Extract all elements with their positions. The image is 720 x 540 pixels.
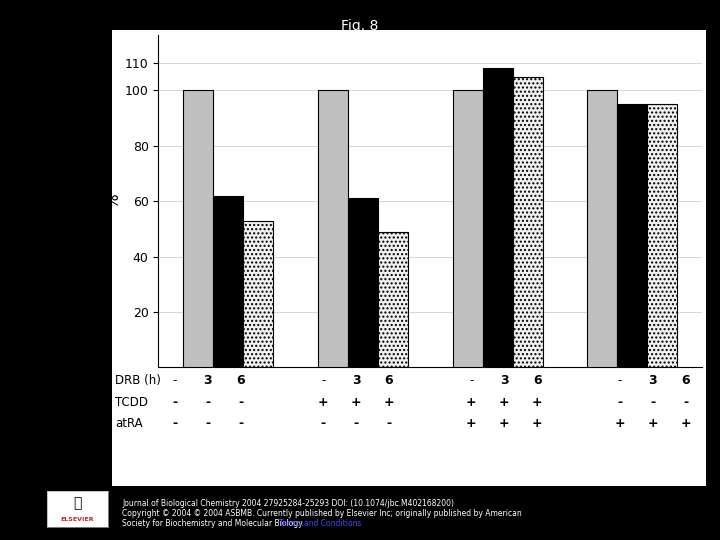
Bar	[348, 198, 378, 367]
Text: +: +	[318, 396, 328, 409]
Text: +: +	[466, 396, 477, 409]
Text: 3: 3	[648, 374, 657, 387]
Text: -: -	[618, 374, 622, 387]
Text: -: -	[205, 396, 210, 409]
Text: 6: 6	[384, 374, 393, 387]
Text: +: +	[614, 417, 625, 430]
Bar	[318, 90, 348, 367]
Text: 6: 6	[236, 374, 245, 387]
Bar	[617, 104, 647, 367]
Text: -: -	[683, 396, 688, 409]
Text: -: -	[205, 417, 210, 430]
Text: Society for Biochemistry and Molecular Biology.: Society for Biochemistry and Molecular B…	[122, 519, 305, 528]
Bar	[213, 195, 243, 367]
Text: ELSEVIER: ELSEVIER	[60, 517, 94, 522]
Text: -: -	[172, 417, 177, 430]
Bar	[482, 68, 513, 367]
Text: 6: 6	[681, 374, 690, 387]
Text: -: -	[650, 396, 655, 409]
Text: Fig. 8: Fig. 8	[341, 19, 379, 33]
Y-axis label: %: %	[106, 194, 121, 208]
Text: -: -	[617, 396, 622, 409]
Text: -: -	[172, 396, 177, 409]
Text: 3: 3	[204, 374, 212, 387]
Text: -: -	[173, 374, 177, 387]
Text: +: +	[680, 417, 690, 430]
Text: +: +	[499, 417, 510, 430]
Text: -: -	[469, 374, 474, 387]
Text: Copyright © 2004 © 2004 ASBMB. Currently published by Elsevier Inc; originally p: Copyright © 2004 © 2004 ASBMB. Currently…	[122, 509, 522, 518]
Text: -: -	[321, 374, 325, 387]
Text: Terms and Conditions: Terms and Conditions	[279, 519, 362, 528]
Text: +: +	[532, 417, 543, 430]
Text: +: +	[351, 396, 361, 409]
Text: +: +	[647, 417, 658, 430]
Text: +: +	[532, 396, 543, 409]
Text: +: +	[384, 396, 395, 409]
Text: TCDD: TCDD	[115, 396, 148, 409]
Bar	[378, 232, 408, 367]
Text: +: +	[499, 396, 510, 409]
Text: -: -	[387, 417, 392, 430]
Bar	[647, 104, 678, 367]
Bar	[183, 90, 213, 367]
Text: -: -	[320, 417, 325, 430]
Text: atRA: atRA	[115, 417, 143, 430]
Text: 3: 3	[352, 374, 361, 387]
Text: -: -	[238, 417, 243, 430]
Text: 6: 6	[533, 374, 541, 387]
Bar	[453, 90, 482, 367]
Text: 3: 3	[500, 374, 508, 387]
Text: Journal of Biological Chemistry 2004 27925284-25293 DOI: (10.1074/jbc.M402168200: Journal of Biological Chemistry 2004 279…	[122, 500, 454, 509]
Text: -: -	[238, 396, 243, 409]
Text: +: +	[466, 417, 477, 430]
Bar	[243, 220, 273, 367]
Bar	[588, 90, 617, 367]
Text: DRB (h): DRB (h)	[115, 374, 161, 387]
Text: -: -	[354, 417, 359, 430]
Bar	[513, 77, 542, 367]
Text: 🌿: 🌿	[73, 497, 81, 511]
